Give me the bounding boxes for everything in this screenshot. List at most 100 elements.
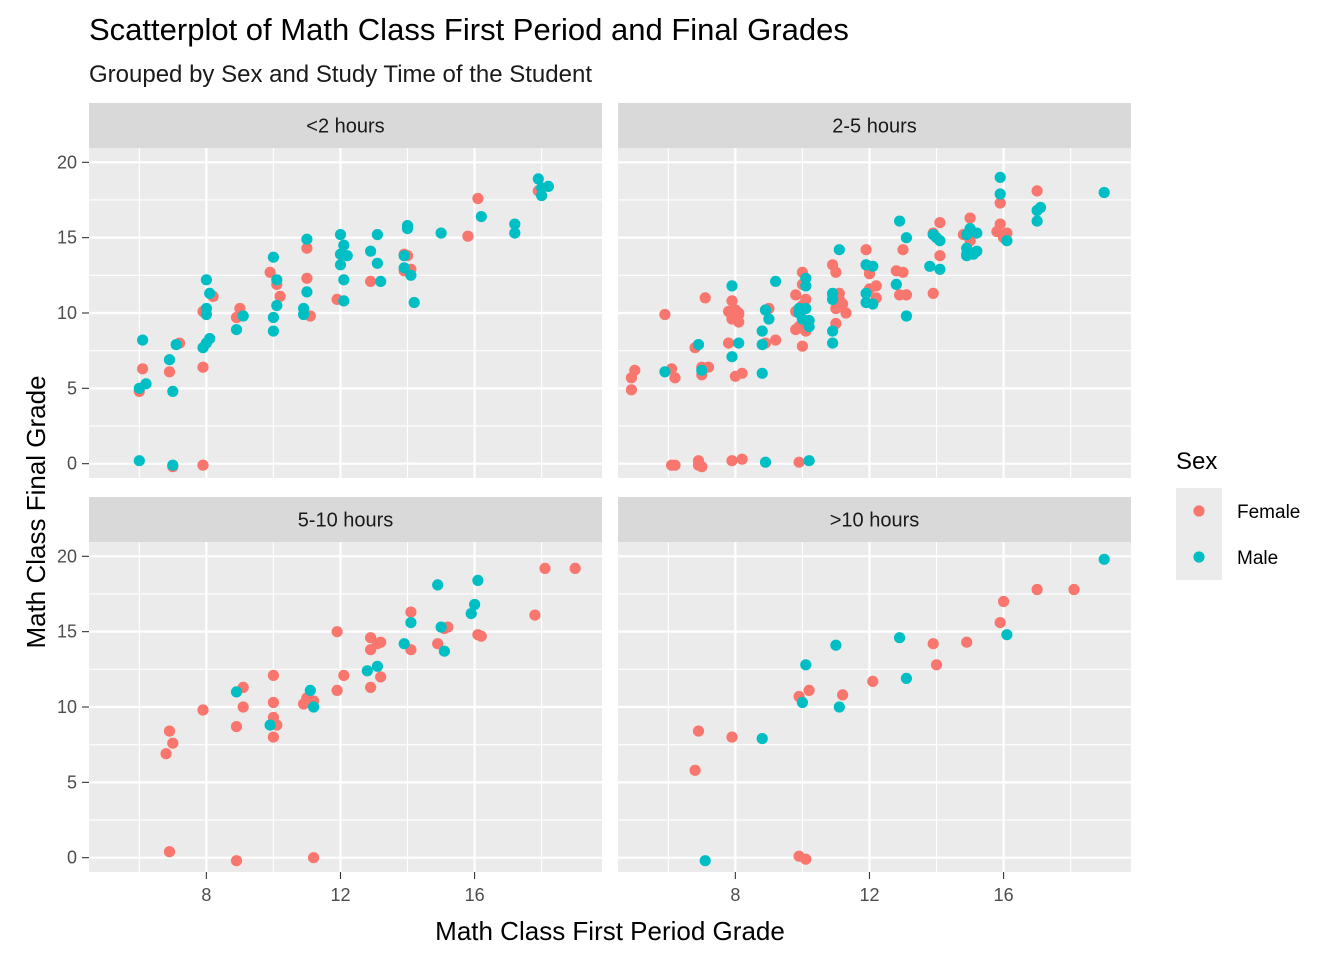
facet-1-point-male xyxy=(204,333,216,345)
facet-1-strip xyxy=(89,103,602,148)
facet-2-point-male xyxy=(759,304,772,316)
facet-4-x-tick-label: 12 xyxy=(859,885,879,905)
y-axis-label: Math Class Final Grade xyxy=(21,375,51,648)
facet-2-point-male xyxy=(733,337,745,349)
facet-2-point-female xyxy=(897,244,909,256)
facet-4-strip xyxy=(618,497,1131,542)
facet-2-point-female xyxy=(726,455,738,467)
facet-4-point-female xyxy=(689,764,701,776)
facet-3-y-tick-label: 15 xyxy=(57,622,77,642)
facet-1-point-male xyxy=(133,455,145,467)
facet-1-point-male xyxy=(341,250,353,262)
facet-3-strip xyxy=(89,497,602,542)
facet-2-point-male xyxy=(867,298,879,310)
facet-2-point-male xyxy=(692,339,705,351)
facet-2-point-female xyxy=(1031,185,1043,197)
facet-2-point-female xyxy=(830,266,842,278)
facet-2-point-male xyxy=(827,293,839,305)
facet-1-y-tick-label: 20 xyxy=(57,152,77,172)
facet-1-point-female xyxy=(472,192,484,205)
facet-2-point-male xyxy=(894,215,906,227)
facet-1-point-male xyxy=(509,227,521,239)
legend-key-female xyxy=(1193,505,1205,517)
facet-2-point-male xyxy=(756,339,768,351)
facet-3: 5-10 hours 0 5 10 15 20 8 12 16 xyxy=(57,497,602,905)
legend-title: Sex xyxy=(1176,448,1217,475)
facet-1-point-male xyxy=(334,229,347,241)
facet-3-point-female xyxy=(267,731,279,743)
facet-3-point-female xyxy=(163,725,176,737)
facet-2-point-male xyxy=(900,232,913,244)
facet-3-point-female xyxy=(197,704,209,716)
facet-2-point-male xyxy=(971,227,983,239)
facet-1-point-male xyxy=(301,286,313,298)
facet-1-point-male xyxy=(532,173,544,185)
facet-1-point-male xyxy=(408,296,420,309)
facet-2-point-male xyxy=(756,325,768,337)
facet-2-point-male xyxy=(1098,186,1110,199)
facet-1-point-male xyxy=(267,251,279,263)
facet-2-point-female xyxy=(934,217,946,229)
facet-2-strip xyxy=(618,103,1131,148)
facet-2-point-female xyxy=(934,250,946,262)
facet-2-point-female xyxy=(699,292,711,304)
facet-3-y-tick-label: 10 xyxy=(57,697,77,717)
facet-3-point-male xyxy=(405,617,417,629)
facet-4-point-male xyxy=(894,632,906,644)
facet-2-strip-label: 2-5 hours xyxy=(832,116,917,138)
facet-1-point-female xyxy=(197,459,209,471)
facet-1-point-male xyxy=(371,257,383,269)
facet-4-point-female xyxy=(961,636,973,648)
facet-4-point-female xyxy=(930,659,943,671)
facet-1-y-tick-label: 5 xyxy=(67,378,77,398)
facet-1-point-male xyxy=(163,354,176,366)
facet-2-point-male xyxy=(994,188,1006,200)
facet-1-point-male xyxy=(338,239,350,251)
facet-3-point-male xyxy=(469,598,481,611)
facet-1-point-male xyxy=(301,233,313,245)
facet-2-point-male xyxy=(934,235,946,247)
facet-2: 2-5 hours xyxy=(618,103,1131,478)
facet-3-point-female xyxy=(375,636,387,648)
facet-1-point-male xyxy=(237,310,249,322)
facet-1-point-female xyxy=(462,230,474,242)
facet-2-point-male xyxy=(803,321,815,333)
facet-3-point-female xyxy=(375,671,387,683)
facet-3-point-female xyxy=(308,852,320,864)
facet-2-point-female xyxy=(927,287,939,299)
facet-2-point-male xyxy=(763,313,775,325)
facet-3-y-tick-label: 5 xyxy=(67,772,77,792)
facet-4-point-female xyxy=(994,617,1006,629)
facet-2-point-male xyxy=(827,325,839,337)
facet-4-point-female xyxy=(1068,583,1080,596)
facet-2-point-male xyxy=(1001,235,1013,247)
legend-key-male xyxy=(1193,551,1205,563)
facet-1-point-male xyxy=(398,250,410,262)
facet-3-point-male xyxy=(371,660,383,672)
facet-2-point-male xyxy=(890,278,902,290)
facet-2-point-female xyxy=(629,364,641,376)
facet-4-point-female xyxy=(692,725,705,737)
facet-grid: <2 hours 0 5 10 15 20 2-5 hours 5-10 hours 0 5 10 1… xyxy=(57,103,1131,905)
facet-2-point-male xyxy=(827,337,839,349)
legend: Sex Female Male xyxy=(1176,448,1300,580)
facet-2-point-male xyxy=(934,263,946,275)
facet-2-point-female xyxy=(860,244,872,256)
facet-4-point-female xyxy=(927,638,939,650)
facet-1-point-male xyxy=(338,274,350,286)
facet-4-x-tick-label: 16 xyxy=(994,885,1014,905)
facet-2-point-female xyxy=(994,197,1006,209)
facet-3-point-male xyxy=(230,686,243,698)
facet-1-strip-label: <2 hours xyxy=(306,116,384,138)
facet-1-point-male xyxy=(405,269,417,281)
facet-1-point-male xyxy=(200,302,212,315)
facet-1-point-male xyxy=(542,180,555,192)
facet-4-point-male xyxy=(900,672,913,685)
facet-2-point-female xyxy=(900,289,913,301)
facet-2-point-female xyxy=(870,280,882,292)
facet-3-point-male xyxy=(304,684,316,697)
facet-3-point-female xyxy=(331,626,343,638)
facet-3-point-male xyxy=(264,719,276,731)
facet-1-point-male xyxy=(509,218,521,230)
